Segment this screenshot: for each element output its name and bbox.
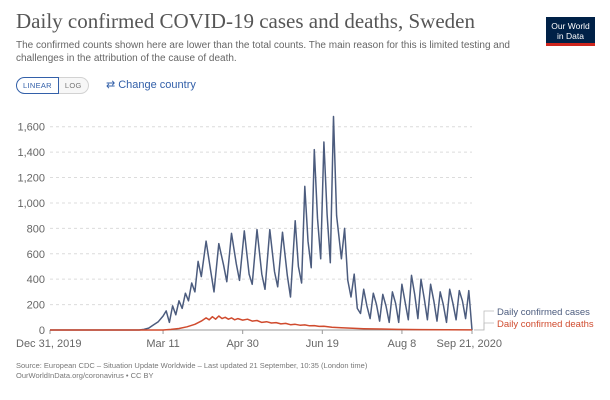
deaths-line bbox=[50, 315, 473, 331]
y-tick-label: 1,200 bbox=[17, 173, 45, 185]
y-tick-label: 1,600 bbox=[17, 122, 45, 134]
logo-line-2: in Data bbox=[557, 31, 584, 41]
x-tick-label: Mar 11 bbox=[146, 338, 179, 350]
y-axis-ticks: 0 200 400 600 800 1,000 1,200 1,400 1,600 bbox=[17, 122, 45, 337]
log-scale-button[interactable]: LOG bbox=[58, 77, 89, 94]
series-lines bbox=[50, 115, 473, 331]
legend-connector bbox=[474, 322, 494, 331]
change-country-button[interactable]: ⇄ Change country bbox=[106, 78, 196, 91]
scale-toggle: LINEAR LOG bbox=[16, 77, 89, 94]
y-tick-label: 400 bbox=[27, 274, 45, 286]
x-tick-label: Sep 21, 2020 bbox=[437, 338, 502, 350]
owid-logo[interactable]: Our World in Data bbox=[546, 17, 595, 46]
source-url-link[interactable]: OurWorldInData.org/coronavirus • CC BY bbox=[16, 371, 154, 380]
x-axis-ticks: Dec 31, 2019 Mar 11 Apr 30 Jun 19 Aug 8 Sep 2… bbox=[16, 330, 502, 350]
x-tick-label: Aug 8 bbox=[388, 338, 417, 350]
chart-subtitle: The confirmed counts shown here are lowe… bbox=[16, 40, 510, 64]
y-tick-label: 600 bbox=[27, 249, 45, 261]
chart-title: Daily confirmed COVID-19 cases and death… bbox=[16, 9, 475, 33]
y-tick-label: 0 bbox=[39, 325, 45, 337]
linear-scale-button[interactable]: LINEAR bbox=[16, 77, 59, 94]
legend-deaths: Daily confirmed deaths bbox=[497, 319, 594, 330]
x-tick-label: Apr 30 bbox=[226, 338, 258, 350]
gridlines bbox=[50, 126, 472, 306]
legend-cases: Daily confirmed cases bbox=[497, 307, 590, 318]
y-tick-label: 800 bbox=[27, 223, 45, 235]
change-country-label: Change country bbox=[118, 79, 196, 91]
source-line: Source: European CDC – Situation Update … bbox=[16, 361, 368, 370]
y-tick-label: 1,400 bbox=[17, 147, 45, 159]
y-tick-label: 200 bbox=[27, 300, 45, 312]
x-tick-label: Dec 31, 2019 bbox=[16, 338, 81, 350]
cases-line bbox=[50, 115, 473, 331]
x-tick-label: Jun 19 bbox=[306, 338, 339, 350]
logo-line-1: Our World bbox=[551, 21, 590, 31]
source-note: Source: European CDC – Situation Update … bbox=[16, 361, 516, 381]
swap-arrows-icon: ⇄ bbox=[106, 79, 116, 91]
line-chart: 0 200 400 600 800 1,000 1,200 1,400 1,600 Dec 31… bbox=[16, 115, 594, 350]
y-tick-label: 1,000 bbox=[17, 198, 45, 210]
